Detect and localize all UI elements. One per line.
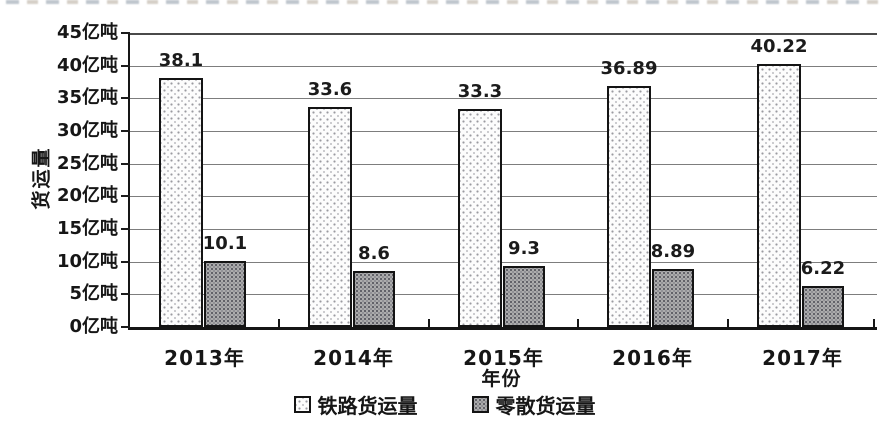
y-tick-label: 10亿吨 (56, 251, 118, 272)
bar-value-label: 9.3 (508, 238, 540, 259)
y-axis-tick (121, 261, 130, 263)
x-tick-label: 2013年 (164, 346, 245, 370)
bar-value-label: 10.1 (202, 233, 248, 254)
bar-value-label: 40.22 (750, 36, 808, 57)
y-axis-tick (121, 32, 130, 34)
x-axis-tick (727, 319, 729, 327)
legend-label-scattered-freight: 零散货运量 (495, 394, 596, 418)
bar-series1-cat3 (652, 269, 694, 327)
x-tick-label: 2014年 (313, 346, 394, 370)
y-axis-tick (121, 293, 130, 295)
legend-swatch-scattered-freight-icon (471, 396, 489, 413)
x-tick-label: 2017年 (762, 346, 843, 370)
bar-value-label: 8.6 (358, 243, 390, 264)
gridline (130, 66, 877, 67)
x-axis-tick (428, 319, 430, 327)
y-tick-label: 25亿吨 (56, 153, 118, 174)
bar-series1-cat4 (802, 286, 844, 327)
x-axis-title: 年份 (481, 368, 522, 390)
y-axis-tick (121, 228, 130, 230)
plot-area: 0亿吨 5亿吨 10亿吨 15亿吨 20亿吨 25亿吨 30亿吨 35亿吨 40亿吨 45亿吨 38… (57, 22, 877, 370)
x-axis-tick (873, 319, 875, 327)
bar-value-label: 38.1 (158, 50, 204, 71)
gridline (130, 196, 877, 197)
bar-value-label: 33.3 (457, 81, 503, 102)
y-axis-tick (121, 163, 130, 165)
bar-value-label: 6.22 (800, 258, 846, 279)
bar-series1-cat0 (204, 261, 246, 327)
y-tick-label: 35亿吨 (56, 87, 118, 108)
bar-value-label: 33.6 (307, 79, 353, 100)
gridline (130, 164, 877, 165)
legend-swatch-railway-freight-icon (293, 396, 311, 413)
y-tick-label: 20亿吨 (56, 185, 118, 206)
x-axis-tick (577, 319, 579, 327)
x-tick-label: 2016年 (612, 346, 693, 370)
y-tick-label: 15亿吨 (56, 218, 118, 239)
bar-series0-cat1 (308, 107, 352, 327)
y-axis-title: 货运量 (30, 146, 53, 210)
y-axis-tick (121, 97, 130, 99)
bar-series1-cat1 (353, 271, 395, 327)
bar-series0-cat2 (458, 109, 502, 327)
y-tick-label: 5亿吨 (69, 283, 118, 304)
gridline (130, 229, 877, 230)
gridline (130, 98, 877, 99)
legend-label-railway-freight: 铁路货运量 (317, 394, 418, 418)
gridline (130, 33, 877, 35)
legend: 铁路货运量 零散货运量 (0, 390, 889, 419)
y-tick-label: 30亿吨 (56, 120, 118, 141)
y-tick-label: 40亿吨 (56, 55, 118, 76)
y-axis-tick (121, 130, 130, 132)
x-axis-tick (278, 319, 280, 327)
y-axis-tick (121, 65, 130, 67)
bar-series0-cat0 (159, 78, 203, 327)
gridline (130, 262, 877, 263)
y-axis-tick (121, 326, 130, 328)
y-tick-label: 45亿吨 (56, 22, 118, 43)
gridline (130, 131, 877, 132)
bar-series0-cat3 (607, 86, 651, 327)
bar-series0-cat4 (757, 64, 801, 327)
bar-value-label: 8.89 (650, 241, 696, 262)
x-tick-label: 2015年 (463, 346, 544, 370)
cropped-text-remnant (6, 0, 885, 4)
legend-item-railway-freight: 铁路货运量 (293, 390, 418, 419)
legend-item-scattered-freight: 零散货运量 (471, 390, 596, 419)
y-axis-tick (121, 195, 130, 197)
y-tick-label: 0亿吨 (69, 316, 118, 337)
bar-value-label: 36.89 (600, 58, 658, 79)
bar-series1-cat2 (503, 266, 545, 327)
